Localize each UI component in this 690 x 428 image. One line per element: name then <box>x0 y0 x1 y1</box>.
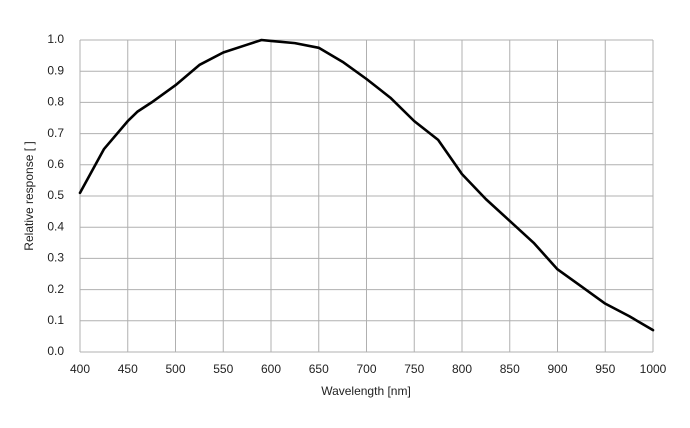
y-tick-label: 1.0 <box>47 32 64 46</box>
y-tick-label: 0.5 <box>47 188 64 202</box>
y-tick-label: 0.6 <box>47 157 64 171</box>
y-axis-label: Relative response [ ] <box>22 141 36 250</box>
y-tick-label: 0.7 <box>47 126 64 140</box>
x-tick-label: 650 <box>309 362 329 376</box>
data-line <box>78 38 655 332</box>
x-tick-label: 500 <box>165 362 185 376</box>
y-tick-label: 0.1 <box>47 313 64 327</box>
x-tick-label: 700 <box>356 362 376 376</box>
x-tick-label: 750 <box>404 362 424 376</box>
x-tick-label: 600 <box>261 362 281 376</box>
x-tick-label: 950 <box>595 362 615 376</box>
x-axis-label: Wavelength [nm] <box>321 384 411 398</box>
y-tick-label: 0.4 <box>47 219 64 233</box>
y-tick-label: 0.3 <box>47 251 64 265</box>
x-tick-label: 400 <box>70 362 90 376</box>
x-tick-label: 800 <box>452 362 472 376</box>
y-tick-label: 0.2 <box>47 282 64 296</box>
x-tick-label: 450 <box>118 362 138 376</box>
x-tick-label: 1000 <box>640 362 667 376</box>
y-tick-label: 0.8 <box>47 95 64 109</box>
y-tick-label: 0.0 <box>47 344 64 358</box>
y-tick-label: 0.9 <box>47 63 64 77</box>
x-tick-label: 900 <box>547 362 567 376</box>
x-tick-label: 550 <box>213 362 233 376</box>
x-tick-label: 850 <box>500 362 520 376</box>
